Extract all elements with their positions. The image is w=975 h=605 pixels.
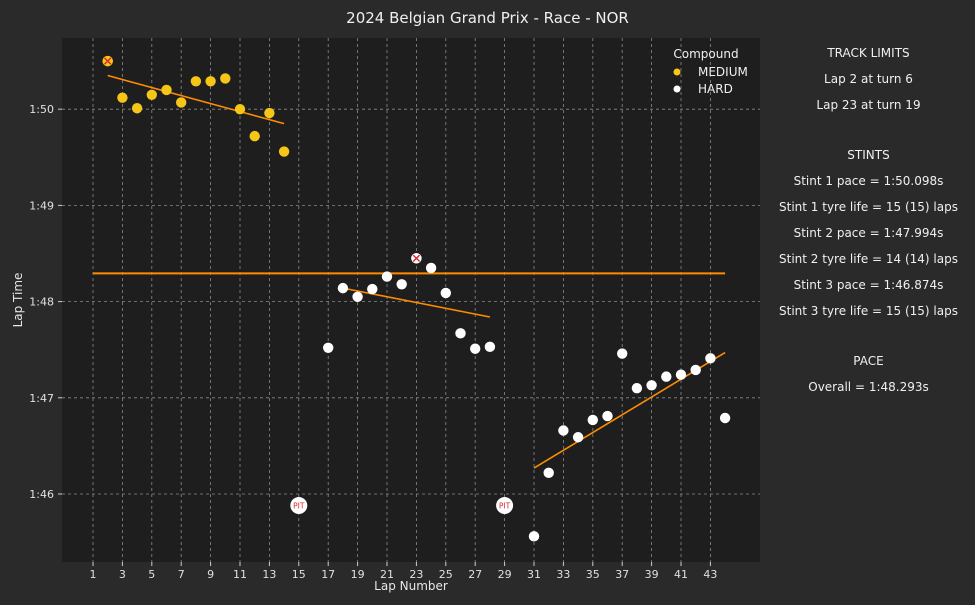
x-tick-label: 11 — [233, 568, 247, 581]
plot-area — [62, 38, 760, 562]
x-tick-label: 31 — [527, 568, 541, 581]
x-tick-label: 41 — [674, 568, 688, 581]
pit-stop-marker — [496, 497, 514, 515]
x-tick-label: 29 — [498, 568, 512, 581]
x-tick-label: 43 — [703, 568, 717, 581]
medium-lap-point — [264, 107, 275, 119]
y-axis-ticks: 1:46 1:47 1:48 1:49 1:50 — [29, 103, 62, 501]
stint-item: Stint 2 pace = 1:47.994s — [793, 226, 944, 240]
hard-lap-point — [617, 348, 628, 359]
pace-header: PACE — [853, 354, 884, 368]
track-limit-item: Lap 2 at turn 6 — [824, 72, 913, 86]
x-tick-label: 9 — [207, 568, 214, 581]
x-tick-label: 19 — [351, 568, 365, 581]
stint-trend-line-1 — [107, 74, 285, 125]
hard-lap-point — [572, 432, 584, 443]
hard-lap-point — [484, 341, 496, 353]
y-axis-label: Lap Time — [11, 273, 25, 328]
pit-stop-label: PIT — [499, 502, 511, 511]
hard-lap-point — [323, 342, 334, 353]
pit-stop-label: PIT — [293, 502, 305, 511]
legend: Compound MEDIUM HARD — [673, 47, 747, 96]
y-tick-label: 1:46 — [29, 488, 54, 501]
stint-item: Stint 3 pace = 1:46.874s — [793, 278, 944, 292]
stint-trend-line-2 — [342, 287, 491, 318]
stint-item: Stint 3 tyre life = 15 (15) laps — [779, 304, 958, 318]
hard-lap-point — [705, 353, 716, 364]
track-limits-header: TRACK LIMITS — [827, 46, 910, 60]
x-tick-label: 25 — [439, 568, 453, 581]
medium-lap-point — [131, 103, 143, 114]
x-tick-label: 27 — [468, 568, 482, 581]
stint-item: Stint 1 tyre life = 15 (15) laps — [779, 200, 958, 214]
x-tick-label: 1 — [90, 568, 97, 581]
x-tick-label: 15 — [292, 568, 306, 581]
y-tick-label: 1:50 — [29, 103, 54, 116]
hard-lap-point — [381, 271, 393, 282]
x-axis-label: Lap Number — [374, 579, 448, 593]
stints-header: STINTS — [847, 148, 890, 162]
hard-lap-point — [337, 282, 349, 294]
hard-lap-point — [690, 364, 701, 376]
hard-lap-point — [455, 328, 466, 339]
hard-lap-point — [528, 531, 540, 542]
hard-lap-point — [558, 425, 569, 436]
medium-lap-point — [278, 146, 290, 157]
legend-medium-marker — [673, 68, 681, 76]
medium-lap-point — [117, 92, 128, 103]
hard-lap-point — [631, 382, 643, 394]
legend-medium-label: MEDIUM — [698, 65, 748, 79]
stats-sidebar: TRACK LIMITS Lap 2 at turn 6 Lap 23 at t… — [762, 40, 975, 400]
stint-item: Stint 1 pace = 1:50.098s — [793, 174, 944, 188]
hard-lap-point — [661, 371, 672, 382]
hard-lap-point — [440, 287, 451, 299]
pace-overall: Overall = 1:48.293s — [808, 380, 929, 394]
x-tick-label: 5 — [148, 568, 155, 581]
x-tick-label: 13 — [262, 568, 276, 581]
x-tick-label: 21 — [380, 568, 394, 581]
x-tick-label: 37 — [615, 568, 629, 581]
medium-lap-point — [205, 76, 216, 87]
x-tick-label: 33 — [556, 568, 570, 581]
y-tick-label: 1:47 — [29, 392, 54, 405]
x-tick-label: 23 — [409, 568, 423, 581]
y-tick-label: 1:49 — [29, 199, 54, 212]
x-axis-ticks: 1 3 5 7 9 11 13 15 17 19 21 23 25 27 29 31 33 35 37 39 41 43 — [90, 562, 717, 581]
hard-lap-point — [396, 279, 407, 290]
pit-stop-marker — [290, 497, 308, 515]
hard-lap-point — [602, 410, 613, 422]
medium-lap-point — [176, 97, 187, 108]
x-tick-label: 39 — [645, 568, 659, 581]
hard-lap-point — [470, 343, 481, 354]
x-tick-label: 7 — [178, 568, 185, 581]
legend-hard-label: HARD — [698, 82, 733, 96]
hard-lap-point — [675, 369, 687, 380]
lap-time-chart: PIT PIT 1 3 5 7 9 11 13 15 17 19 21 23 25 27 29 31 33 35 37… — [11, 38, 760, 593]
x-tick-label: 3 — [119, 568, 126, 581]
medium-lap-point — [220, 73, 231, 84]
data-points: PIT PIT — [102, 55, 731, 542]
track-limit-item: Lap 23 at turn 19 — [816, 98, 921, 112]
legend-title: Compound — [673, 47, 738, 61]
hard-lap-point — [719, 412, 731, 424]
hard-lap-point — [587, 414, 598, 426]
hard-lap-point — [425, 262, 437, 274]
track-limit-x-icon — [412, 254, 421, 263]
chart-title: 2024 Belgian Grand Prix - Race - NOR — [346, 9, 629, 27]
medium-lap-point — [146, 89, 157, 100]
medium-lap-point — [161, 84, 172, 96]
hard-lap-point — [646, 380, 657, 391]
x-tick-label: 35 — [586, 568, 600, 581]
medium-lap-point — [190, 76, 202, 87]
medium-lap-point — [249, 130, 260, 142]
track-limit-x-icon — [104, 57, 112, 65]
x-tick-label: 17 — [321, 568, 335, 581]
hard-lap-point — [352, 291, 363, 302]
legend-hard-marker — [673, 85, 681, 93]
medium-lap-point — [234, 104, 246, 115]
hard-lap-point — [543, 467, 554, 479]
y-tick-label: 1:48 — [29, 296, 54, 309]
stint-item: Stint 2 tyre life = 14 (14) laps — [779, 252, 958, 266]
hard-lap-point — [367, 283, 378, 295]
